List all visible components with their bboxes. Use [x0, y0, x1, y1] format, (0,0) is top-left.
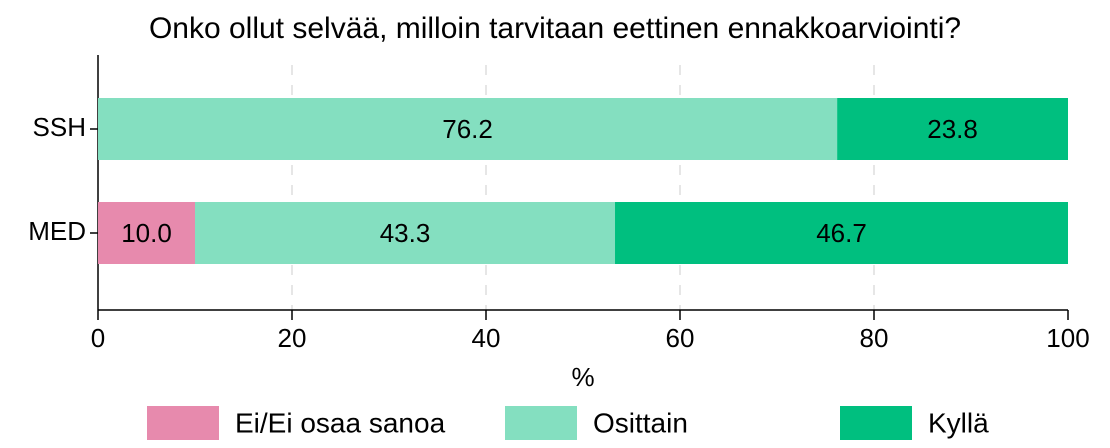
legend-swatch [147, 406, 219, 440]
x-tick-label: 20 [278, 323, 307, 353]
data-label: 10.0 [121, 218, 172, 248]
data-label: 76.2 [442, 114, 493, 144]
bar-segment [98, 202, 195, 264]
data-label: 23.8 [927, 114, 978, 144]
data-label: 46.7 [816, 218, 867, 248]
chart-title: Onko ollut selvää, milloin tarvitaan eet… [149, 12, 961, 45]
legend-label: Osittain [593, 407, 688, 438]
x-tick-label: 80 [860, 323, 889, 353]
legend-swatch [505, 406, 577, 440]
bar-segment [98, 98, 838, 160]
legend-swatch [840, 406, 912, 440]
bar-segment [195, 202, 616, 264]
data-label: 43.3 [380, 218, 431, 248]
x-tick-label: 100 [1046, 323, 1089, 353]
x-axis-label: % [571, 362, 594, 392]
y-tick-label: MED [28, 216, 86, 246]
x-tick-label: 60 [666, 323, 695, 353]
y-tick-label: SSH [33, 112, 86, 142]
legend-label: Ei/Ei osaa sanoa [235, 407, 446, 438]
x-tick-label: 40 [472, 323, 501, 353]
legend-label: Kyllä [928, 407, 989, 438]
bar-segment [615, 202, 1068, 264]
bar-segment [837, 98, 1068, 160]
x-tick-label: 0 [91, 323, 105, 353]
